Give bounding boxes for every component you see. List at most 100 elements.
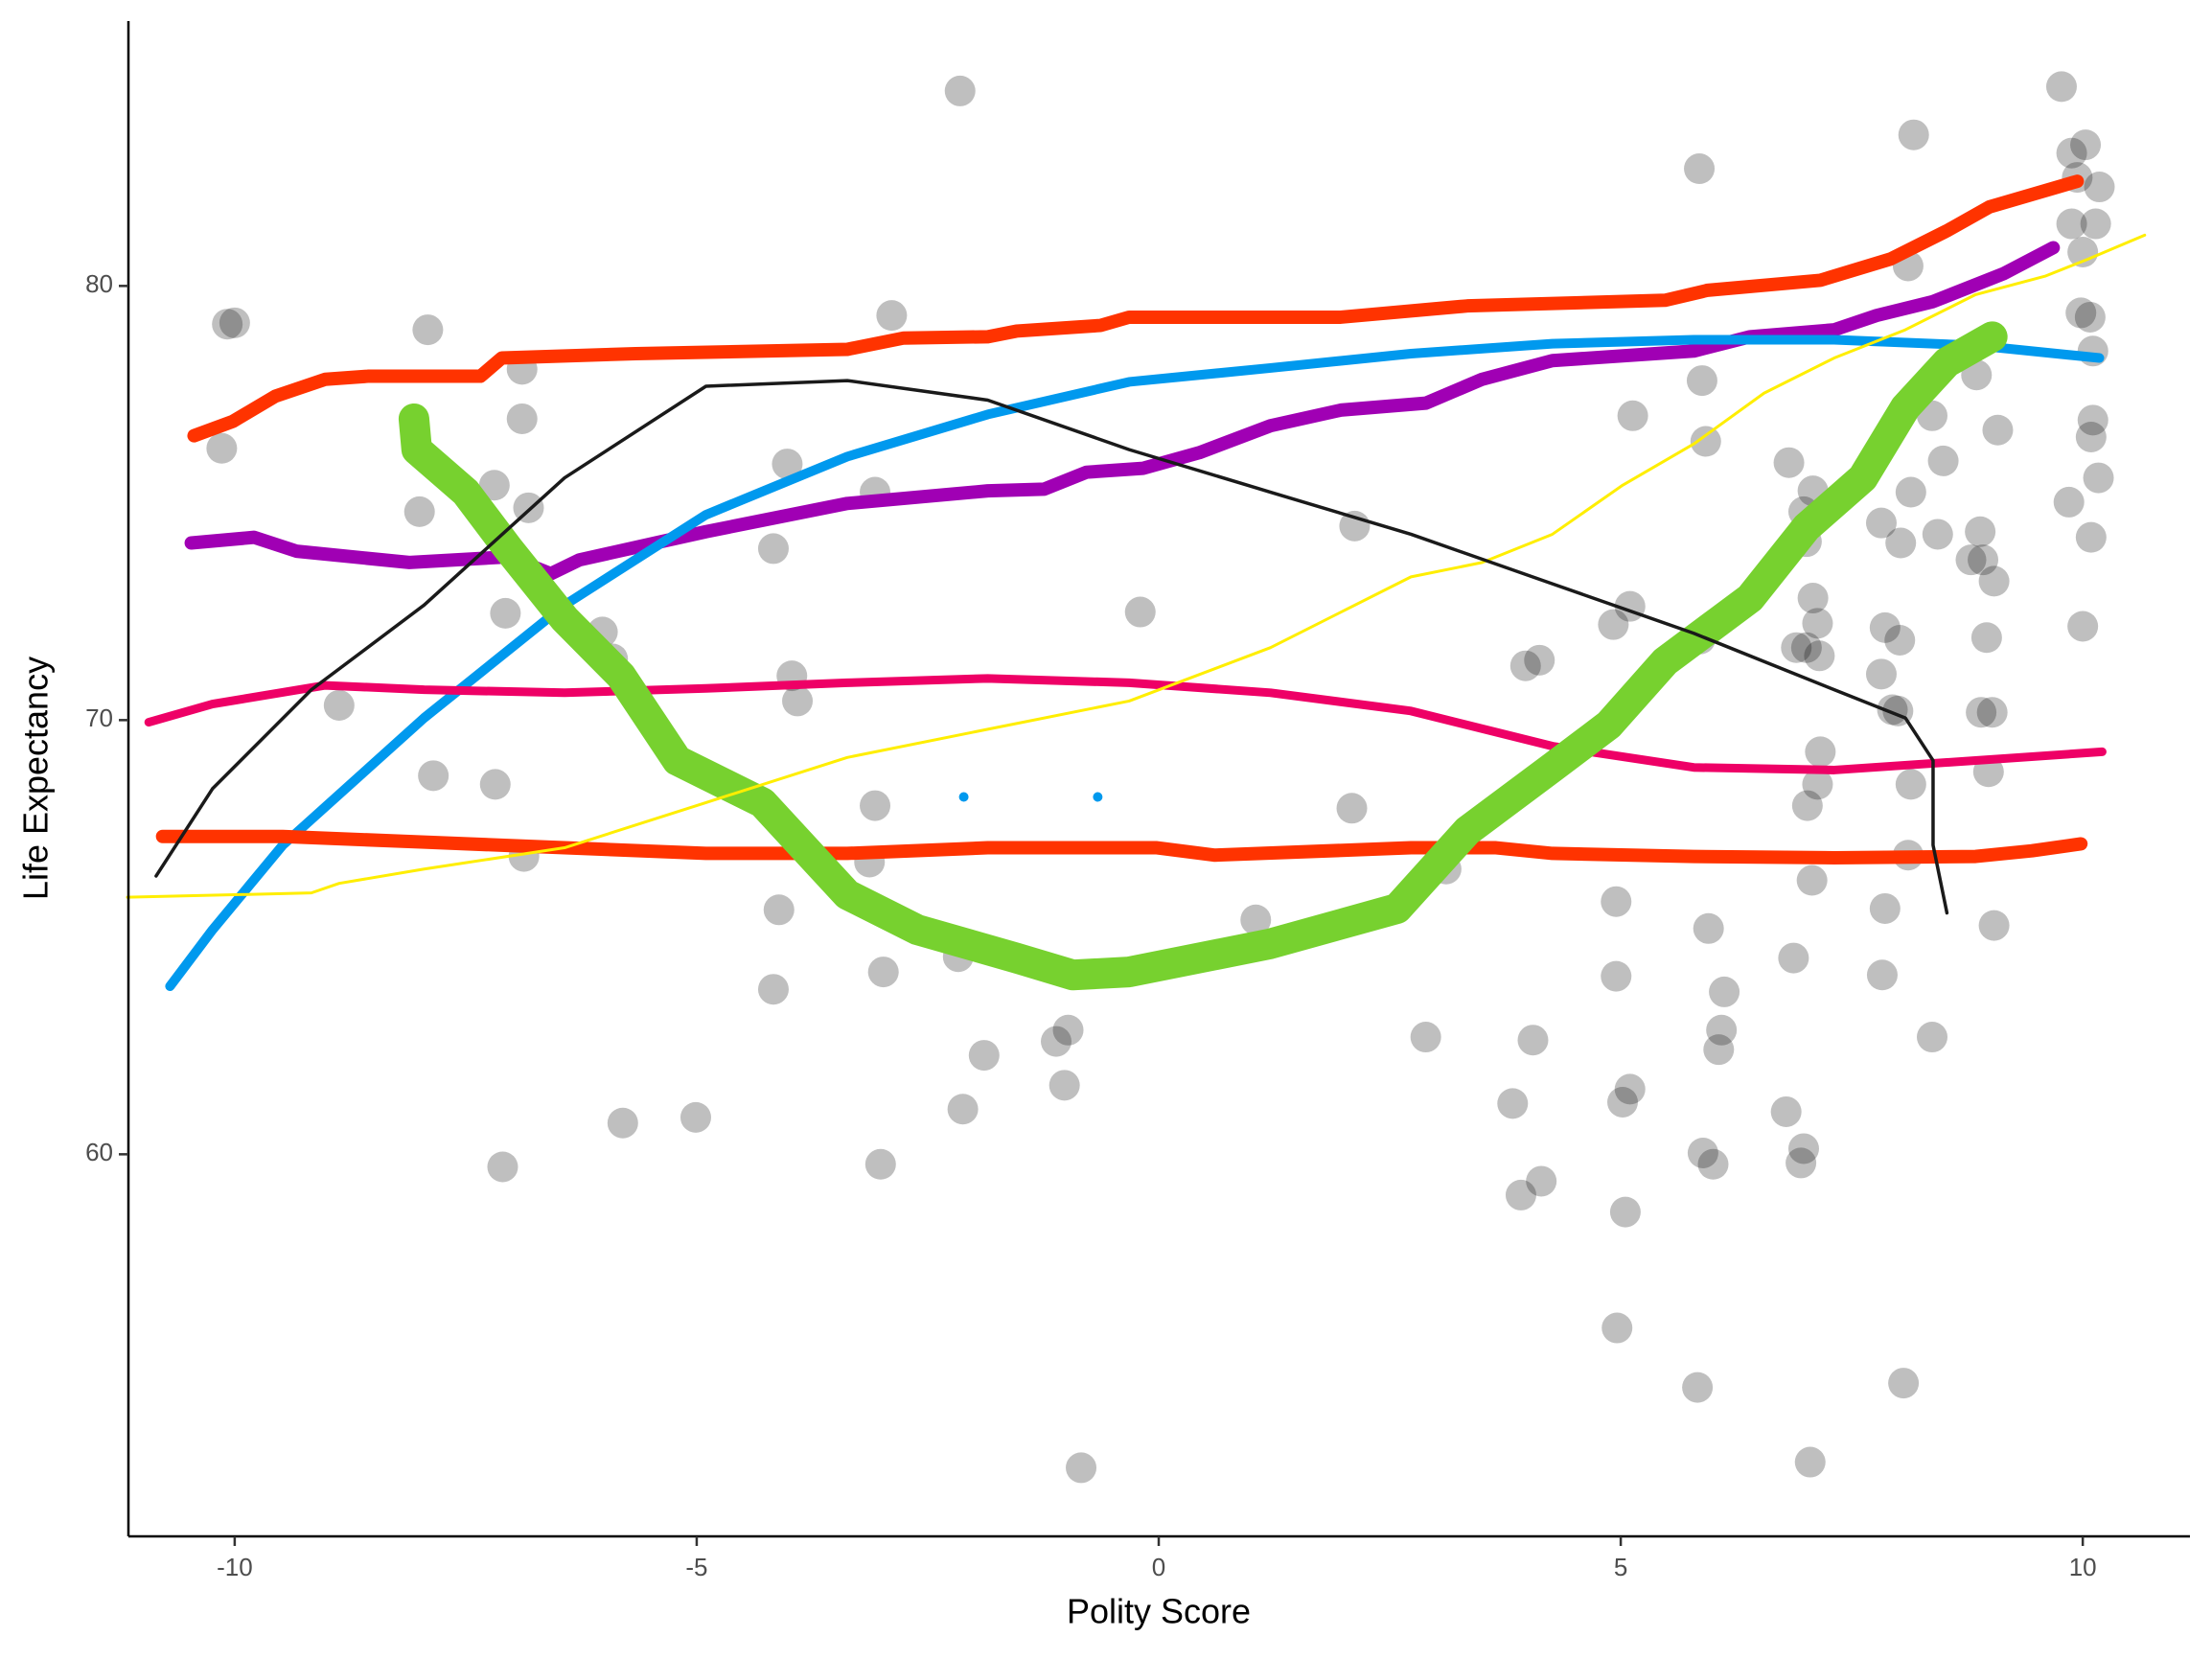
point bbox=[1703, 1034, 1735, 1066]
point bbox=[1607, 1086, 1639, 1118]
point bbox=[403, 496, 435, 527]
y-axis-title: Life Expectancy bbox=[16, 657, 56, 900]
point bbox=[1895, 769, 1926, 800]
point bbox=[860, 790, 891, 821]
point bbox=[1124, 596, 1156, 628]
point bbox=[1787, 1133, 1819, 1164]
point bbox=[2056, 208, 2087, 240]
point bbox=[418, 760, 449, 792]
point bbox=[2075, 421, 2107, 452]
point bbox=[757, 974, 789, 1005]
point bbox=[968, 1040, 1000, 1072]
point bbox=[1970, 622, 2002, 654]
point bbox=[1617, 400, 1648, 431]
point bbox=[1791, 790, 1823, 821]
x-axis-title: Polity Score bbox=[1067, 1592, 1251, 1631]
point bbox=[1601, 960, 1632, 992]
point bbox=[1693, 912, 1724, 944]
point bbox=[1796, 865, 1828, 896]
point bbox=[2080, 208, 2111, 240]
point bbox=[867, 957, 899, 988]
y-tick-label: 80 bbox=[85, 269, 113, 298]
point bbox=[1066, 1452, 1097, 1484]
point bbox=[1509, 650, 1541, 681]
point bbox=[2056, 137, 2087, 169]
point bbox=[2083, 462, 2114, 494]
point bbox=[1773, 447, 1805, 478]
point bbox=[1601, 1312, 1633, 1344]
point bbox=[944, 75, 976, 106]
point bbox=[1898, 119, 1929, 150]
point bbox=[212, 309, 243, 340]
point bbox=[1865, 507, 1897, 539]
point bbox=[1922, 519, 1953, 550]
point bbox=[506, 403, 538, 434]
point bbox=[1976, 697, 2008, 728]
point bbox=[2084, 172, 2115, 203]
point bbox=[1805, 736, 1836, 768]
point bbox=[1917, 1022, 1948, 1053]
point bbox=[1884, 624, 1916, 656]
line bbox=[144, 674, 2107, 774]
point bbox=[412, 314, 444, 346]
point bbox=[490, 597, 521, 629]
point bbox=[323, 689, 355, 721]
y-tick-label: 70 bbox=[85, 703, 113, 732]
point bbox=[1336, 793, 1368, 824]
point bbox=[1888, 1368, 1920, 1399]
point bbox=[1526, 1165, 1557, 1197]
point bbox=[782, 685, 814, 717]
point bbox=[2075, 521, 2107, 553]
point bbox=[1978, 910, 2010, 941]
point bbox=[1802, 608, 1833, 639]
point bbox=[2053, 486, 2085, 518]
point bbox=[1048, 1070, 1080, 1101]
line bbox=[398, 321, 2008, 991]
point bbox=[2067, 237, 2099, 268]
point bbox=[1524, 644, 1555, 676]
line bbox=[184, 241, 2061, 581]
point bbox=[1598, 609, 1629, 640]
point bbox=[2067, 611, 2099, 642]
y-tick-label: 60 bbox=[85, 1138, 113, 1166]
point bbox=[1686, 365, 1717, 397]
point bbox=[864, 1148, 896, 1180]
point bbox=[1804, 640, 1835, 672]
point bbox=[2070, 129, 2102, 161]
point bbox=[876, 300, 908, 332]
point bbox=[1240, 904, 1272, 935]
point bbox=[1794, 1446, 1826, 1478]
point bbox=[219, 307, 250, 338]
point bbox=[1697, 1148, 1729, 1180]
point bbox=[1684, 153, 1716, 185]
point bbox=[1687, 1137, 1718, 1168]
x-tick-label: 0 bbox=[1152, 1553, 1165, 1581]
point bbox=[772, 449, 803, 480]
point bbox=[1778, 942, 1809, 974]
point bbox=[1052, 1014, 1084, 1046]
x-tick-label: 5 bbox=[1614, 1553, 1627, 1581]
point bbox=[1802, 769, 1833, 800]
point bbox=[1966, 697, 1997, 728]
point bbox=[206, 432, 238, 464]
point bbox=[1955, 544, 1987, 576]
point bbox=[1895, 476, 1926, 508]
point bbox=[1601, 886, 1632, 917]
point bbox=[1978, 565, 2010, 597]
point bbox=[1682, 1372, 1714, 1403]
point bbox=[1709, 976, 1740, 1007]
line bbox=[165, 334, 2105, 992]
point bbox=[1517, 1025, 1549, 1056]
point bbox=[1690, 426, 1721, 457]
point bbox=[1982, 414, 2014, 446]
point bbox=[1968, 544, 1999, 576]
point bbox=[1614, 1073, 1646, 1105]
point bbox=[1869, 892, 1901, 924]
point bbox=[1885, 527, 1917, 559]
point bbox=[1781, 632, 1812, 663]
point bbox=[2074, 301, 2106, 333]
point bbox=[2045, 71, 2077, 103]
point bbox=[1965, 516, 1996, 547]
line bbox=[126, 233, 2147, 899]
